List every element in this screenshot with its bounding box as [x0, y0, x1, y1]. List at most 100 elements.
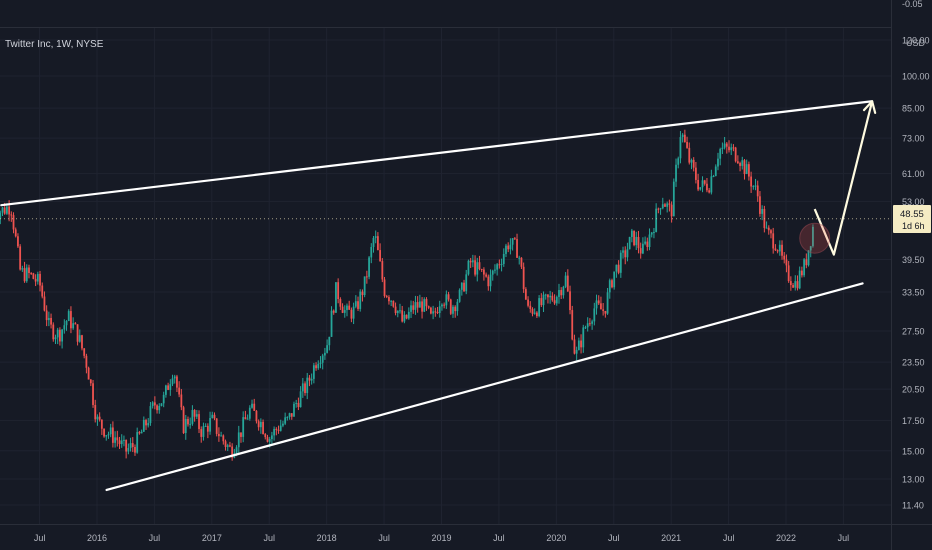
- candle-body: [511, 238, 514, 245]
- candle-body: [275, 428, 278, 430]
- candle-body: [290, 413, 293, 417]
- candle-body: [487, 276, 490, 287]
- candle-body: [103, 428, 105, 437]
- candle-body: [522, 266, 525, 290]
- candle-body: [580, 340, 582, 348]
- x-tick-label: Jul: [149, 533, 161, 543]
- candle-body: [32, 273, 35, 279]
- currency-label: USD: [906, 38, 926, 48]
- candle-body: [187, 418, 189, 425]
- candle-body: [169, 384, 172, 390]
- candle-body: [516, 239, 518, 258]
- candle-body: [61, 329, 64, 342]
- candle-body: [43, 296, 46, 311]
- candle-body: [405, 314, 408, 319]
- candle-body: [123, 439, 125, 441]
- candle-body: [206, 425, 209, 432]
- candle-body: [173, 376, 176, 379]
- candle-body: [83, 348, 86, 356]
- candle-body: [491, 270, 494, 275]
- candle-body: [732, 147, 735, 149]
- candle-body: [432, 311, 435, 314]
- y-tick-label: 120.00: [902, 36, 930, 46]
- candle-body: [447, 294, 450, 300]
- candle-body: [798, 270, 801, 289]
- candle-body: [725, 143, 728, 147]
- candle-body: [114, 437, 117, 443]
- candle-body: [361, 291, 364, 296]
- candle-body: [403, 314, 406, 322]
- candle-body: [653, 231, 655, 233]
- candle-body: [257, 421, 260, 428]
- candle-body: [47, 317, 50, 321]
- candle-body: [648, 234, 651, 247]
- candle-body: [549, 295, 552, 298]
- candle-body: [807, 250, 810, 266]
- candle-body: [198, 414, 200, 430]
- candle-body: [107, 434, 110, 436]
- trendline[interactable]: [0, 100, 874, 207]
- candle-body: [677, 158, 680, 165]
- candle-body: [17, 236, 19, 247]
- candle-body: [195, 414, 198, 417]
- candle-body: [547, 294, 549, 298]
- highlight-circle[interactable]: [799, 222, 831, 254]
- trendline[interactable]: [105, 282, 864, 492]
- candle-body: [792, 285, 794, 288]
- candle-body: [105, 435, 108, 437]
- candle-body: [401, 310, 404, 322]
- candle-body: [39, 273, 41, 286]
- candle-body: [796, 281, 799, 289]
- candle-body: [734, 147, 737, 162]
- candle-body: [189, 423, 192, 425]
- candle-body: [692, 159, 695, 168]
- candle-body: [646, 241, 649, 247]
- candle-body: [410, 305, 412, 312]
- x-tick-label: 2022: [776, 533, 796, 543]
- candle-body: [595, 300, 598, 309]
- candle-body: [365, 276, 368, 278]
- y-tick-label: 20.50: [902, 385, 925, 395]
- candle-body: [474, 260, 476, 275]
- symbol-title: Twitter Inc, 1W, NYSE: [5, 39, 104, 50]
- candle-body: [167, 385, 170, 390]
- candle-body: [418, 301, 421, 308]
- candle-body: [332, 310, 335, 313]
- candle-body: [299, 391, 302, 408]
- candle-body: [204, 425, 207, 427]
- candle-body: [151, 402, 154, 407]
- candle-body: [368, 257, 370, 277]
- candle-body: [801, 270, 803, 276]
- candle-body: [681, 134, 684, 138]
- candle-body: [176, 376, 178, 388]
- candle-body: [496, 264, 499, 270]
- candle-body: [268, 439, 271, 442]
- candle-body: [72, 323, 75, 329]
- candle-body: [284, 417, 287, 424]
- candle-body: [118, 440, 121, 445]
- candle-body: [304, 383, 306, 394]
- candle-body: [776, 250, 779, 252]
- candle-body: [237, 432, 240, 448]
- candle-body: [672, 181, 675, 217]
- candle-body: [513, 238, 516, 240]
- candle-body: [160, 403, 163, 406]
- candle-body: [23, 268, 26, 282]
- candle-body: [34, 278, 37, 282]
- candle-body: [277, 429, 280, 431]
- candle-body: [407, 311, 410, 319]
- candle-body: [628, 236, 631, 250]
- candle-body: [295, 402, 298, 404]
- candle-body: [30, 273, 33, 275]
- candle-body: [498, 264, 501, 266]
- candle-body: [131, 443, 134, 448]
- candle-body: [346, 305, 348, 311]
- candle-body: [242, 417, 245, 437]
- candle-body: [767, 227, 770, 231]
- candle-body: [209, 418, 211, 432]
- candle-body: [253, 403, 256, 411]
- x-tick-label: Jul: [838, 533, 850, 543]
- candle-body: [723, 143, 726, 148]
- candle-body: [714, 166, 717, 176]
